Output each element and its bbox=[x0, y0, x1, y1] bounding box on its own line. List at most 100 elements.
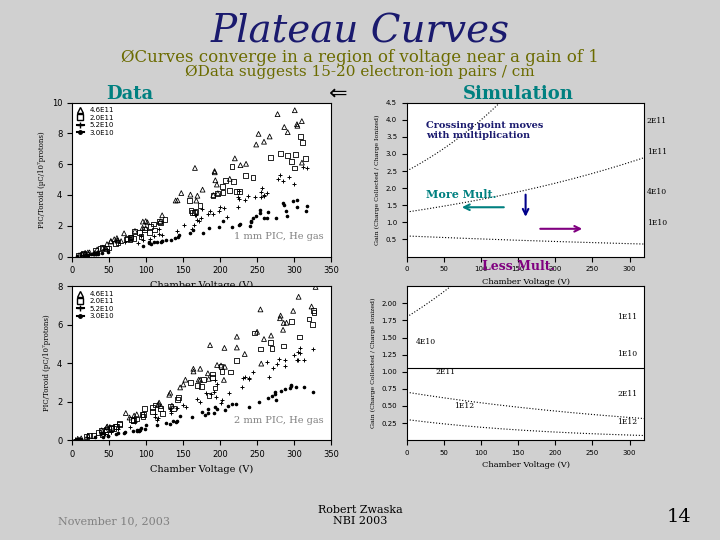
Point bbox=[187, 225, 199, 234]
Point bbox=[230, 187, 242, 196]
Point bbox=[152, 414, 163, 422]
Point bbox=[96, 427, 107, 435]
Point bbox=[124, 413, 135, 422]
Point bbox=[165, 402, 176, 410]
Point bbox=[214, 222, 225, 231]
Point bbox=[139, 226, 150, 234]
Point bbox=[178, 401, 189, 409]
Point bbox=[90, 246, 102, 255]
Point bbox=[233, 187, 245, 196]
Point bbox=[95, 429, 107, 438]
Point bbox=[247, 214, 258, 222]
Point bbox=[105, 237, 117, 245]
Point bbox=[197, 375, 209, 383]
Point bbox=[274, 314, 286, 322]
Point bbox=[155, 219, 166, 227]
Point bbox=[82, 248, 94, 256]
Point bbox=[207, 210, 219, 219]
Point bbox=[125, 235, 136, 244]
Point bbox=[210, 393, 222, 401]
Point bbox=[264, 132, 276, 141]
Point bbox=[226, 400, 238, 408]
Point bbox=[215, 361, 227, 370]
Point bbox=[205, 390, 217, 399]
Point bbox=[230, 400, 242, 408]
Point bbox=[130, 418, 141, 427]
Point bbox=[212, 189, 223, 198]
Point bbox=[114, 419, 125, 428]
Point bbox=[237, 374, 248, 383]
Point bbox=[203, 391, 215, 400]
Point bbox=[303, 315, 315, 323]
Point bbox=[135, 426, 146, 434]
Point bbox=[112, 235, 123, 244]
Point bbox=[211, 180, 222, 189]
Point bbox=[217, 183, 228, 191]
Point bbox=[151, 237, 163, 246]
Point bbox=[296, 158, 307, 167]
Point bbox=[274, 170, 286, 179]
Point bbox=[135, 424, 146, 433]
Point bbox=[70, 435, 81, 443]
Point bbox=[294, 343, 306, 352]
Point bbox=[118, 229, 130, 238]
Point bbox=[295, 90, 307, 99]
Point bbox=[235, 161, 246, 170]
Point bbox=[300, 279, 311, 288]
Point bbox=[97, 244, 109, 252]
Point bbox=[189, 211, 201, 219]
Point bbox=[199, 411, 211, 420]
Point bbox=[301, 164, 312, 173]
Point bbox=[279, 123, 290, 131]
Point bbox=[307, 320, 318, 329]
Point bbox=[281, 319, 292, 327]
Point bbox=[266, 344, 278, 353]
Point bbox=[153, 400, 164, 409]
Point bbox=[215, 399, 227, 407]
Point bbox=[128, 411, 140, 420]
Point bbox=[99, 430, 111, 438]
Point bbox=[110, 422, 122, 431]
X-axis label: Chamber Voltage (V): Chamber Voltage (V) bbox=[150, 464, 253, 474]
Point bbox=[107, 424, 119, 433]
Point bbox=[217, 217, 228, 225]
Point bbox=[269, 390, 281, 399]
Point bbox=[171, 226, 183, 235]
Point bbox=[105, 424, 117, 433]
Point bbox=[153, 230, 165, 238]
Point bbox=[267, 364, 279, 373]
Point bbox=[222, 402, 233, 410]
Point bbox=[168, 404, 179, 413]
Point bbox=[102, 245, 113, 253]
Point bbox=[174, 231, 185, 239]
Point bbox=[271, 360, 283, 368]
Point bbox=[298, 382, 310, 391]
Point bbox=[97, 433, 109, 441]
Point bbox=[93, 428, 104, 437]
Point bbox=[232, 192, 243, 201]
Point bbox=[102, 247, 114, 256]
Point bbox=[228, 177, 239, 186]
Point bbox=[219, 343, 230, 352]
Point bbox=[102, 422, 113, 431]
Text: 1E10: 1E10 bbox=[647, 219, 667, 227]
Point bbox=[188, 364, 199, 373]
Point bbox=[172, 196, 184, 205]
Point bbox=[75, 435, 86, 443]
Point bbox=[137, 217, 148, 226]
Point bbox=[138, 404, 150, 413]
Point bbox=[288, 179, 300, 188]
Text: 4E10: 4E10 bbox=[647, 188, 667, 196]
Text: 1E10: 1E10 bbox=[617, 350, 637, 358]
Point bbox=[197, 229, 209, 238]
Point bbox=[239, 195, 251, 204]
Point bbox=[143, 239, 155, 248]
Point bbox=[89, 249, 100, 258]
Point bbox=[202, 369, 214, 377]
Point bbox=[101, 244, 112, 253]
Point bbox=[279, 200, 290, 209]
Point bbox=[200, 389, 212, 397]
Point bbox=[148, 226, 160, 234]
Point bbox=[189, 221, 200, 230]
Point bbox=[255, 192, 266, 201]
